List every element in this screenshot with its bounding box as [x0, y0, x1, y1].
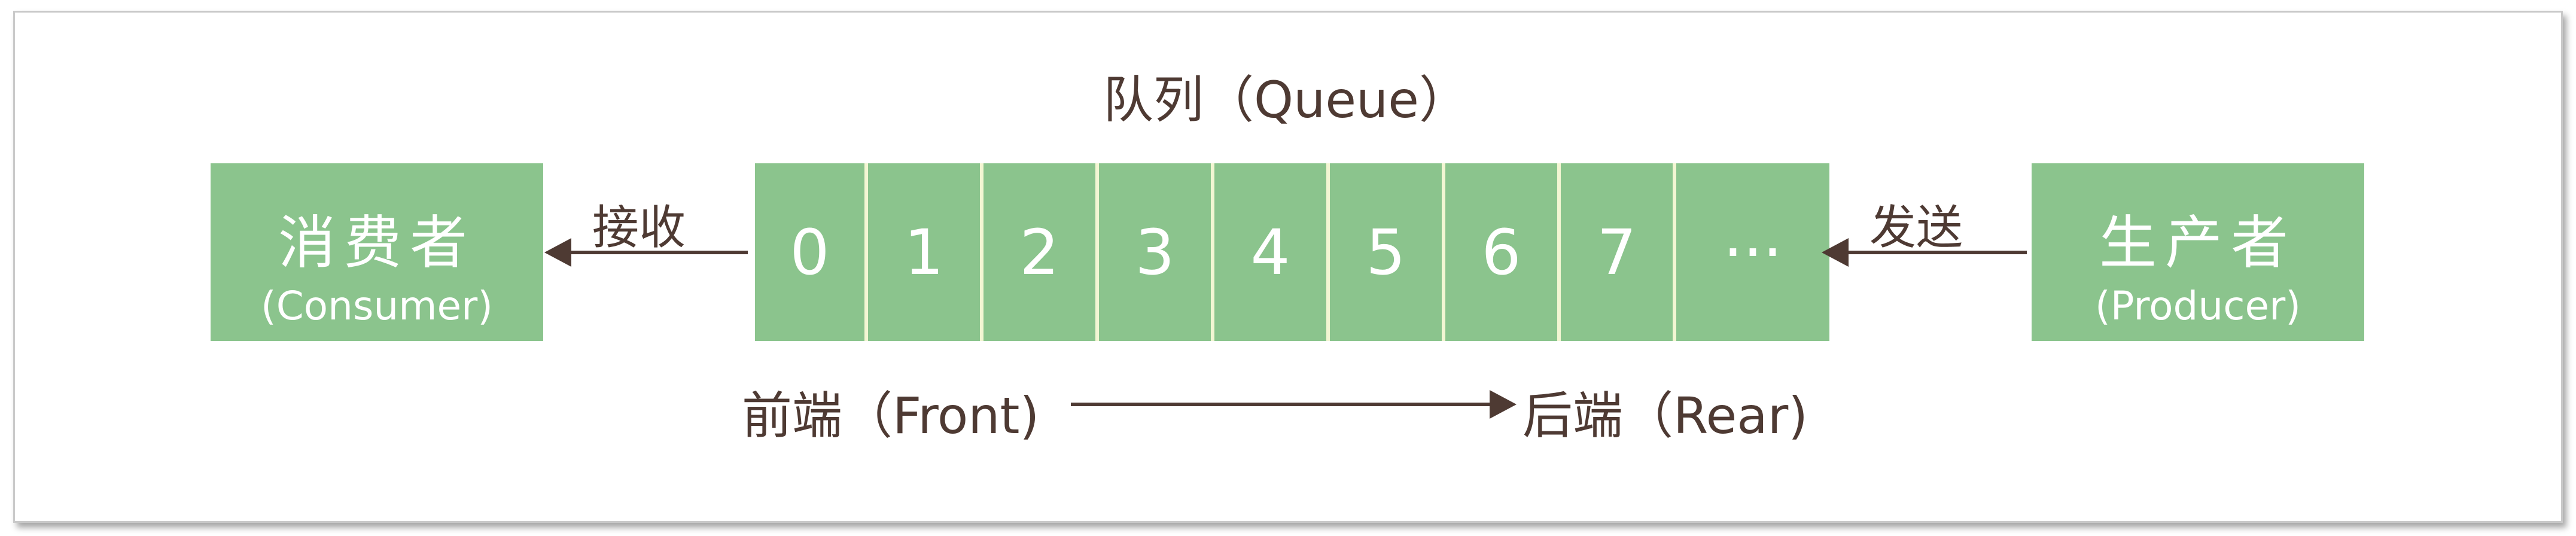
front-label: 前端（Front): [742, 386, 1040, 445]
rear-label: 后端（Rear): [1523, 386, 1808, 445]
consumer-english: (Consumer): [260, 283, 494, 329]
diagram-title: 队列（Queue）: [1103, 71, 1469, 129]
send-arrow: [1822, 238, 2027, 267]
consumer-name: 消费者: [278, 209, 476, 276]
queue-cell-2: 2: [983, 163, 1099, 341]
producer-english: (Producer): [2095, 283, 2301, 329]
queue-cell-0: 0: [755, 163, 868, 341]
consumer-box: 消费者 (Consumer): [211, 163, 543, 341]
queue: 0 1 2 3 4 5 6 7 ···: [755, 163, 1829, 341]
queue-cell-3: 3: [1099, 163, 1214, 341]
producer-name: 生产者: [2099, 209, 2297, 276]
producer-box: 生产者 (Producer): [2032, 163, 2364, 341]
queue-cell-1: 1: [868, 163, 983, 341]
receive-label: 接收: [592, 201, 686, 255]
front-to-rear-arrow: [1071, 390, 1517, 419]
queue-cell-7: 7: [1561, 163, 1676, 341]
queue-cell-4: 4: [1214, 163, 1330, 341]
queue-cell-ellipsis: ···: [1676, 163, 1829, 341]
send-label: 发送: [1869, 201, 1963, 255]
queue-cell-5: 5: [1330, 163, 1445, 341]
receive-arrow: [544, 238, 748, 267]
queue-cell-6: 6: [1445, 163, 1561, 341]
